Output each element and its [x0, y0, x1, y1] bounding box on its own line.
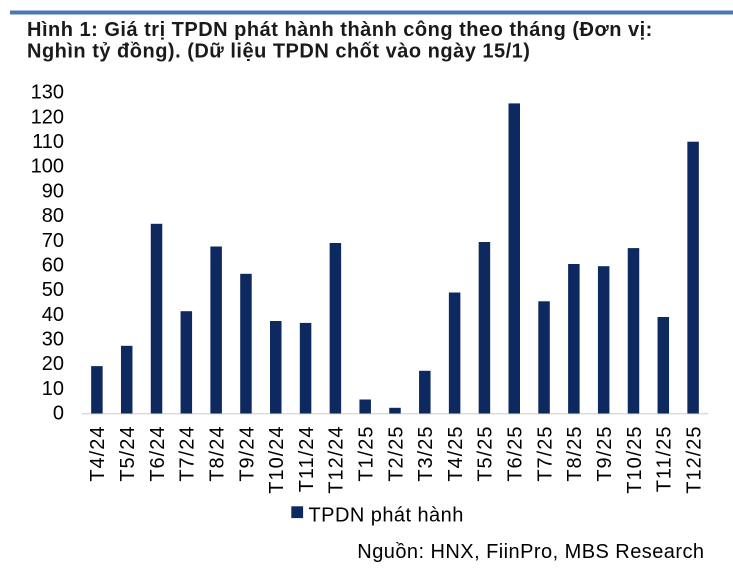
svg-text:T8/25: T8/25 — [564, 426, 586, 482]
svg-text:Nguồn: HNX, FiinPro, MBS Resea: Nguồn: HNX, FiinPro, MBS Research — [357, 541, 704, 563]
svg-text:60: 60 — [42, 255, 64, 277]
svg-text:T9/25: T9/25 — [594, 426, 616, 482]
svg-text:Hình 1: Giá trị TPDN phát hành: Hình 1: Giá trị TPDN phát hành thành côn… — [27, 19, 653, 41]
svg-text:Nghìn tỷ đồng). (Dữ liệu TPDN: Nghìn tỷ đồng). (Dữ liệu TPDN chốt vào n… — [27, 41, 530, 63]
svg-text:T11/24: T11/24 — [296, 426, 318, 493]
svg-text:0: 0 — [53, 403, 64, 425]
svg-text:T6/25: T6/25 — [505, 426, 527, 482]
svg-text:T8/24: T8/24 — [206, 426, 228, 482]
svg-text:100: 100 — [31, 156, 64, 178]
svg-text:90: 90 — [42, 180, 64, 202]
svg-text:80: 80 — [42, 205, 64, 227]
svg-text:T4/25: T4/25 — [445, 426, 467, 482]
svg-text:130: 130 — [31, 82, 64, 104]
svg-text:T11/25: T11/25 — [654, 426, 676, 493]
svg-text:110: 110 — [32, 131, 64, 153]
svg-text:T3/25: T3/25 — [415, 426, 437, 482]
svg-text:T10/24: T10/24 — [266, 426, 288, 494]
svg-text:TPDN phát hành: TPDN phát hành — [309, 504, 464, 526]
svg-text:20: 20 — [42, 353, 64, 375]
svg-text:T12/24: T12/24 — [326, 426, 348, 494]
svg-text:T5/24: T5/24 — [117, 426, 139, 482]
svg-text:120: 120 — [31, 106, 64, 128]
svg-text:T10/25: T10/25 — [624, 426, 646, 494]
svg-text:10: 10 — [42, 378, 64, 400]
svg-text:T6/24: T6/24 — [147, 426, 169, 482]
svg-text:70: 70 — [42, 230, 64, 252]
svg-text:40: 40 — [42, 304, 64, 326]
svg-text:T2/25: T2/25 — [385, 426, 407, 482]
svg-text:T7/24: T7/24 — [177, 426, 199, 482]
svg-text:T9/24: T9/24 — [236, 426, 258, 482]
svg-text:50: 50 — [42, 279, 64, 301]
svg-text:T7/25: T7/25 — [534, 426, 556, 482]
svg-text:T12/25: T12/25 — [683, 426, 705, 494]
svg-text:T5/25: T5/25 — [475, 426, 497, 482]
svg-text:T4/24: T4/24 — [87, 426, 109, 482]
svg-text:T1/25: T1/25 — [355, 426, 377, 482]
svg-text:30: 30 — [42, 329, 64, 351]
